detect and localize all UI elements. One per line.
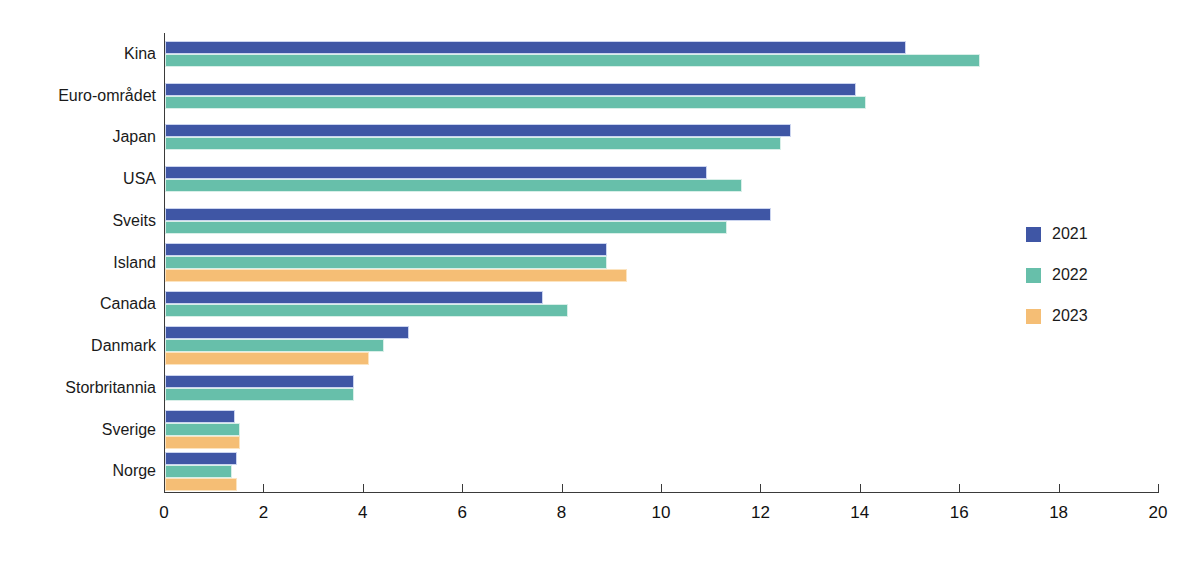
category-label-3: USA [0, 158, 156, 200]
bar-2022-3 [165, 179, 742, 192]
bar-2021-0 [165, 41, 906, 54]
category-label-9: Sverige [0, 409, 156, 451]
x-tick-label-10: 10 [637, 503, 685, 523]
bar-2022-1 [165, 96, 866, 109]
legend-label-2023: 2023 [1052, 307, 1088, 325]
bar-2023-7 [165, 352, 369, 365]
legend-item-2022: 2022 [1026, 266, 1088, 284]
x-tick-10 [661, 484, 662, 492]
legend-swatch-2021 [1026, 227, 1041, 242]
bar-2022-2 [165, 137, 781, 150]
category-label-10: Norge [0, 450, 156, 492]
bar-chart: 2021 2022 2023 KinaEuro-områdetJapanUSAS… [0, 0, 1200, 569]
bar-2021-3 [165, 166, 707, 179]
x-tick-4 [363, 484, 364, 492]
bar-2023-10 [165, 478, 237, 491]
x-tick-6 [462, 484, 463, 492]
y-axis-line [164, 33, 165, 493]
bar-2022-10 [165, 465, 232, 478]
bar-2021-8 [165, 375, 354, 388]
x-tick-12 [760, 484, 761, 492]
category-label-2: Japan [0, 116, 156, 158]
bar-2021-7 [165, 326, 409, 339]
bar-2021-10 [165, 452, 237, 465]
legend-label-2021: 2021 [1052, 225, 1088, 243]
bar-2022-0 [165, 54, 980, 67]
x-tick-label-0: 0 [140, 503, 188, 523]
category-label-1: Euro-området [0, 75, 156, 117]
x-tick-label-20: 20 [1134, 503, 1182, 523]
bar-2022-6 [165, 304, 568, 317]
x-tick-label-2: 2 [239, 503, 287, 523]
x-tick-2 [263, 484, 264, 492]
bar-2022-9 [165, 423, 240, 436]
legend-item-2021: 2021 [1026, 225, 1088, 243]
x-tick-label-14: 14 [836, 503, 884, 523]
legend: 2021 2022 2023 [1026, 225, 1088, 325]
legend-swatch-2022 [1026, 268, 1041, 283]
bar-2022-4 [165, 221, 727, 234]
bar-2021-1 [165, 83, 856, 96]
x-axis-line [164, 492, 1159, 493]
category-label-8: Storbritannia [0, 367, 156, 409]
x-tick-label-4: 4 [339, 503, 387, 523]
bar-2021-5 [165, 243, 607, 256]
x-tick-label-8: 8 [538, 503, 586, 523]
x-tick-label-6: 6 [438, 503, 486, 523]
category-label-0: Kina [0, 33, 156, 75]
bar-2021-4 [165, 208, 771, 221]
x-tick-18 [1059, 484, 1060, 492]
bar-2022-7 [165, 339, 384, 352]
x-tick-20 [1158, 484, 1159, 492]
category-label-6: Canada [0, 283, 156, 325]
bar-2023-9 [165, 436, 240, 449]
category-label-5: Island [0, 242, 156, 284]
bar-2021-6 [165, 291, 543, 304]
bar-2021-2 [165, 124, 791, 137]
x-tick-14 [860, 484, 861, 492]
bar-2021-9 [165, 410, 235, 423]
legend-item-2023: 2023 [1026, 307, 1088, 325]
x-tick-16 [959, 484, 960, 492]
category-label-7: Danmark [0, 325, 156, 367]
bar-2023-5 [165, 269, 627, 282]
category-label-4: Sveits [0, 200, 156, 242]
x-tick-label-12: 12 [736, 503, 784, 523]
legend-swatch-2023 [1026, 309, 1041, 324]
legend-label-2022: 2022 [1052, 266, 1088, 284]
bar-2022-8 [165, 388, 354, 401]
x-tick-8 [562, 484, 563, 492]
bar-2022-5 [165, 256, 607, 269]
x-tick-label-18: 18 [1035, 503, 1083, 523]
x-tick-label-16: 16 [935, 503, 983, 523]
